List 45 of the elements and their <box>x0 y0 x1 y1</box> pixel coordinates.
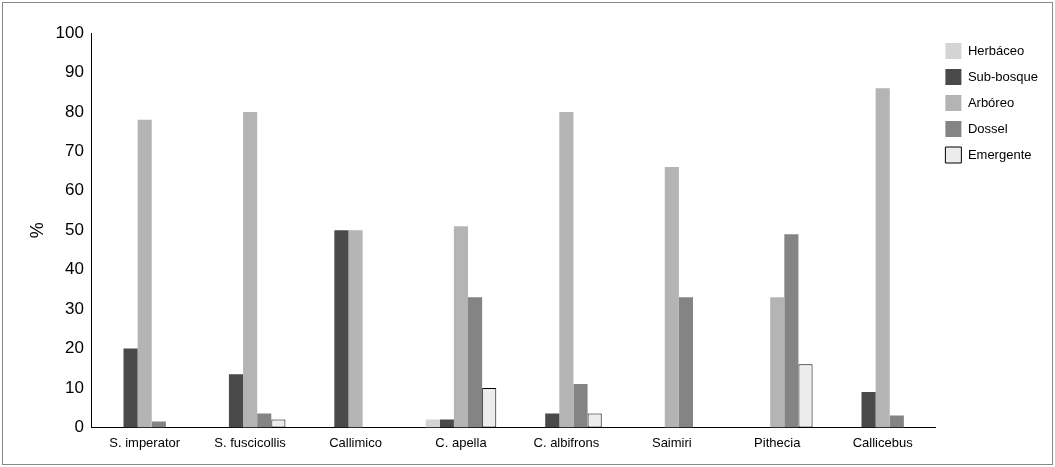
bar <box>243 111 258 428</box>
x-tick-label: Saimiri <box>651 434 692 450</box>
y-tick-label: 40 <box>65 259 84 279</box>
bar <box>559 111 574 428</box>
bar <box>678 297 694 428</box>
y-axis-title: % <box>26 222 47 239</box>
bar <box>468 297 483 428</box>
legend-label: Dossel <box>967 120 1008 136</box>
x-tick-label: C. apella <box>435 434 488 450</box>
y-tick-label: 50 <box>65 219 84 239</box>
y-tick-label: 10 <box>65 377 84 397</box>
legend-label: Herbáceo <box>967 42 1025 58</box>
bar <box>784 234 799 428</box>
legend-label: Emergente <box>967 146 1032 162</box>
bar <box>573 384 588 428</box>
bar <box>889 415 904 428</box>
y-tick-label: 90 <box>65 62 84 82</box>
y-tick-label: 80 <box>65 101 84 121</box>
y-tick-label: 30 <box>65 298 84 318</box>
y-tick-label: 60 <box>65 180 84 200</box>
bar <box>664 167 679 428</box>
bar <box>348 230 363 428</box>
x-tick-label: Pithecia <box>754 434 802 450</box>
bar <box>861 391 876 428</box>
legend-label: Arbóreo <box>967 94 1015 110</box>
legend-label: Sub-bosque <box>967 68 1039 84</box>
bar <box>228 374 244 428</box>
y-tick-label: 70 <box>65 141 84 161</box>
x-tick-label: S. fuscicollis <box>214 434 287 450</box>
bar <box>137 119 152 428</box>
bar <box>875 88 890 428</box>
y-tick-label: 100 <box>55 22 84 42</box>
bar <box>151 421 166 428</box>
x-tick-label: Callicebus <box>852 434 914 450</box>
bar <box>123 348 138 428</box>
x-tick-label: Callimico <box>329 434 382 450</box>
x-tick-label: C. albifrons <box>533 434 600 450</box>
x-tick-label: S. imperator <box>109 434 181 450</box>
bar <box>770 297 785 428</box>
y-tick-label: 0 <box>74 417 84 437</box>
y-tick-label: 20 <box>65 338 84 358</box>
bar <box>453 226 469 428</box>
bar <box>334 230 349 428</box>
bar <box>545 413 560 428</box>
bar <box>257 413 272 428</box>
